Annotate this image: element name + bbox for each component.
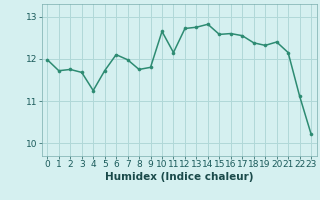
X-axis label: Humidex (Indice chaleur): Humidex (Indice chaleur): [105, 172, 253, 182]
